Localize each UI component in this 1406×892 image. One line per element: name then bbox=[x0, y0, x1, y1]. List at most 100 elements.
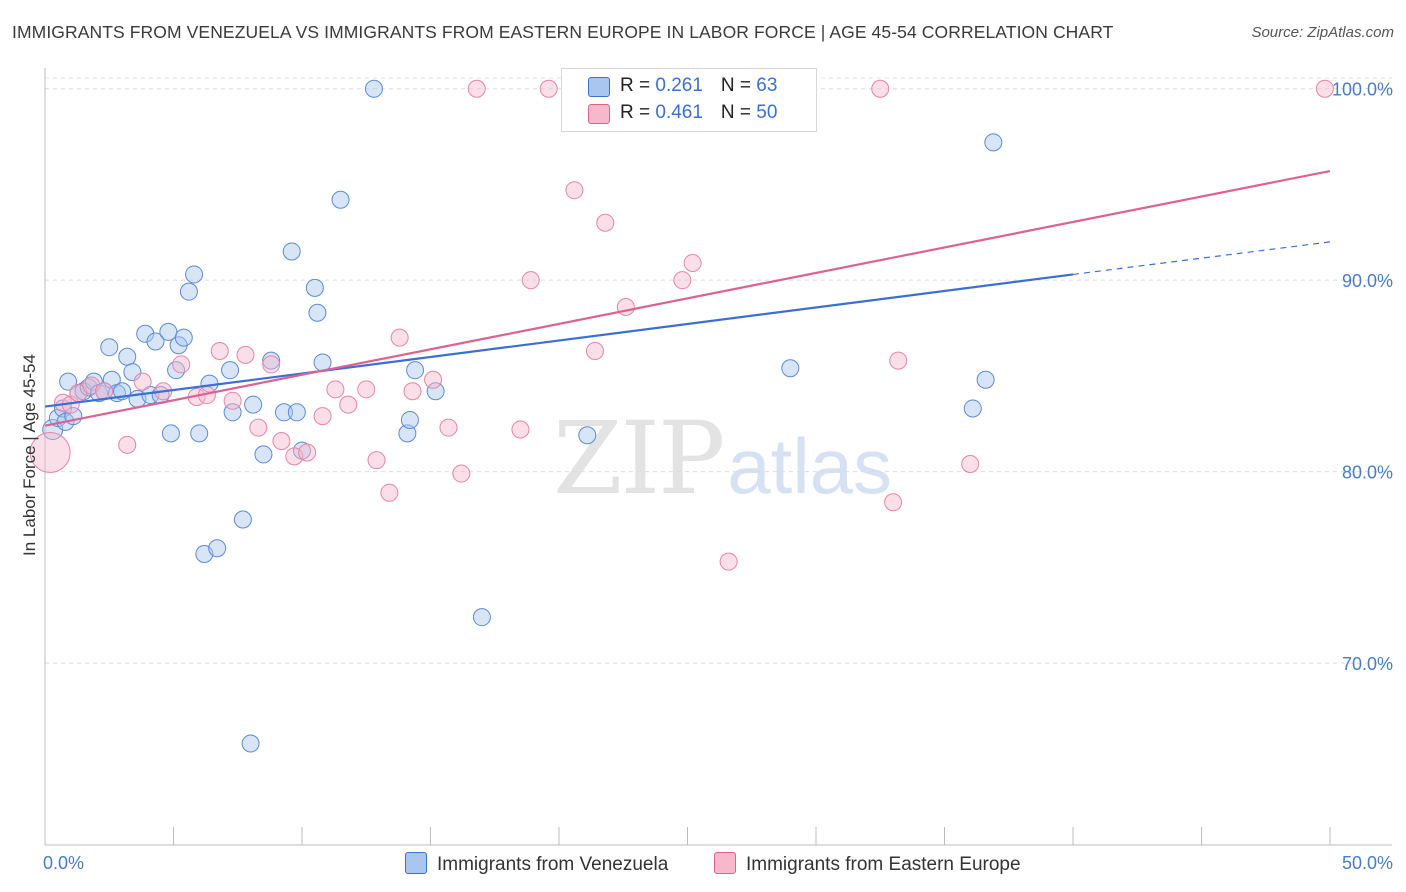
legend-r-label: R = bbox=[620, 102, 656, 123]
point-eastern-europe bbox=[452, 464, 471, 483]
point-venezuela bbox=[287, 403, 306, 422]
point-venezuela bbox=[185, 265, 204, 284]
y-tick-label: 90.0% bbox=[1342, 271, 1393, 291]
point-venezuela bbox=[233, 510, 252, 529]
point-venezuela bbox=[275, 403, 294, 422]
point-venezuela bbox=[472, 608, 491, 627]
point-eastern-europe bbox=[326, 380, 345, 399]
point-eastern-europe bbox=[390, 328, 409, 347]
point-eastern-europe bbox=[616, 297, 635, 316]
point-eastern-europe bbox=[339, 395, 358, 414]
point-eastern-europe bbox=[272, 432, 291, 451]
bottom-legend-venezuela: Immigrants from Venezuela bbox=[405, 852, 668, 876]
point-eastern-europe bbox=[357, 380, 376, 399]
bottom-legend-eastern-europe: Immigrants from Eastern Europe bbox=[714, 852, 1021, 876]
point-venezuela bbox=[963, 399, 982, 418]
point-venezuela bbox=[208, 539, 227, 558]
point-venezuela bbox=[781, 359, 800, 378]
tick-labels: 70.0% 80.0% 90.0% 100.0% 0.0% 50.0% bbox=[43, 80, 1393, 873]
point-eastern-europe bbox=[539, 79, 558, 98]
point-venezuela bbox=[984, 133, 1003, 152]
point-venezuela bbox=[976, 370, 995, 389]
trend-line-eastern-europe bbox=[44, 169, 1331, 427]
point-venezuela bbox=[262, 351, 281, 370]
x-tick-label-max: 50.0% bbox=[1342, 853, 1393, 873]
point-eastern-europe bbox=[565, 181, 584, 200]
chart-title: IMMIGRANTS FROM VENEZUELA VS IMMIGRANTS … bbox=[12, 22, 1114, 42]
legend-r-value-eastern-europe: 0.461 bbox=[655, 102, 703, 123]
correlation-legend: R = 0.261 N = 63 R = 0.461 N = 50 bbox=[561, 68, 817, 132]
gridlines bbox=[45, 77, 1392, 664]
point-venezuela bbox=[79, 378, 98, 397]
legend-r-label: R = bbox=[620, 75, 656, 96]
point-eastern-europe bbox=[249, 418, 268, 437]
point-eastern-europe bbox=[1315, 79, 1334, 98]
point-eastern-europe bbox=[236, 345, 255, 364]
bottom-legend-swatch-eastern-europe bbox=[714, 852, 736, 874]
bottom-legend-swatch-venezuela bbox=[405, 852, 427, 874]
trend-line-venezuela bbox=[44, 273, 1074, 408]
point-venezuela bbox=[244, 395, 263, 414]
legend-r-value-venezuela: 0.261 bbox=[655, 75, 703, 96]
bottom-legend-label-eastern-europe: Immigrants from Eastern Europe bbox=[746, 854, 1021, 875]
legend-swatch-eastern-europe bbox=[588, 104, 610, 124]
point-eastern-europe bbox=[210, 342, 229, 361]
point-eastern-europe bbox=[313, 407, 332, 426]
legend-swatch-venezuela bbox=[588, 77, 610, 97]
point-venezuela bbox=[398, 424, 417, 443]
x-tick-label-min: 0.0% bbox=[43, 853, 84, 873]
y-tick-label: 80.0% bbox=[1342, 463, 1393, 483]
legend-n-value-eastern-europe: 50 bbox=[756, 102, 778, 123]
point-eastern-europe bbox=[511, 420, 530, 439]
y-tick-label: 100.0% bbox=[1332, 80, 1393, 100]
point-eastern-europe bbox=[585, 342, 604, 361]
point-eastern-europe bbox=[403, 382, 422, 401]
trend-extension-venezuela bbox=[1072, 241, 1331, 276]
point-venezuela bbox=[364, 79, 383, 98]
point-venezuela bbox=[282, 242, 301, 261]
point-venezuela bbox=[221, 361, 240, 380]
point-eastern-europe bbox=[889, 351, 908, 370]
point-eastern-europe bbox=[223, 391, 242, 410]
point-eastern-europe bbox=[424, 370, 443, 389]
point-venezuela bbox=[190, 424, 209, 443]
y-axis-label: In Labor Force | Age 45-54 bbox=[20, 354, 39, 556]
point-venezuela bbox=[241, 734, 260, 753]
point-venezuela bbox=[406, 361, 425, 380]
bottom-legend-label-venezuela: Immigrants from Venezuela bbox=[437, 854, 669, 875]
point-eastern-europe bbox=[29, 432, 71, 473]
point-venezuela bbox=[426, 382, 445, 401]
point-eastern-europe bbox=[683, 253, 702, 272]
point-venezuela bbox=[59, 372, 78, 391]
y-tick-label: 70.0% bbox=[1342, 654, 1393, 674]
trend-lines bbox=[44, 169, 1331, 427]
axes bbox=[44, 68, 1392, 846]
series-venezuela-points bbox=[42, 79, 1003, 753]
point-venezuela bbox=[161, 424, 180, 443]
point-venezuela bbox=[179, 282, 198, 301]
point-venezuela bbox=[167, 361, 186, 380]
series-eastern-europe-points bbox=[29, 79, 1334, 571]
point-eastern-europe bbox=[439, 418, 458, 437]
point-venezuela bbox=[146, 332, 165, 351]
point-eastern-europe bbox=[884, 493, 903, 512]
point-eastern-europe bbox=[380, 483, 399, 502]
point-venezuela bbox=[578, 426, 597, 445]
point-venezuela bbox=[331, 190, 350, 209]
point-venezuela bbox=[174, 328, 193, 347]
point-venezuela bbox=[400, 410, 419, 429]
point-eastern-europe bbox=[467, 79, 486, 98]
point-eastern-europe bbox=[133, 372, 152, 391]
point-eastern-europe bbox=[172, 355, 191, 374]
point-eastern-europe bbox=[719, 552, 738, 571]
point-venezuela bbox=[305, 278, 324, 297]
point-eastern-europe bbox=[673, 271, 692, 290]
point-eastern-europe bbox=[961, 454, 980, 473]
point-eastern-europe bbox=[871, 79, 890, 98]
point-venezuela bbox=[100, 338, 119, 357]
point-venezuela bbox=[136, 324, 155, 343]
legend-n-label: N = bbox=[720, 102, 757, 123]
point-eastern-europe bbox=[262, 355, 281, 374]
point-venezuela bbox=[254, 445, 273, 464]
